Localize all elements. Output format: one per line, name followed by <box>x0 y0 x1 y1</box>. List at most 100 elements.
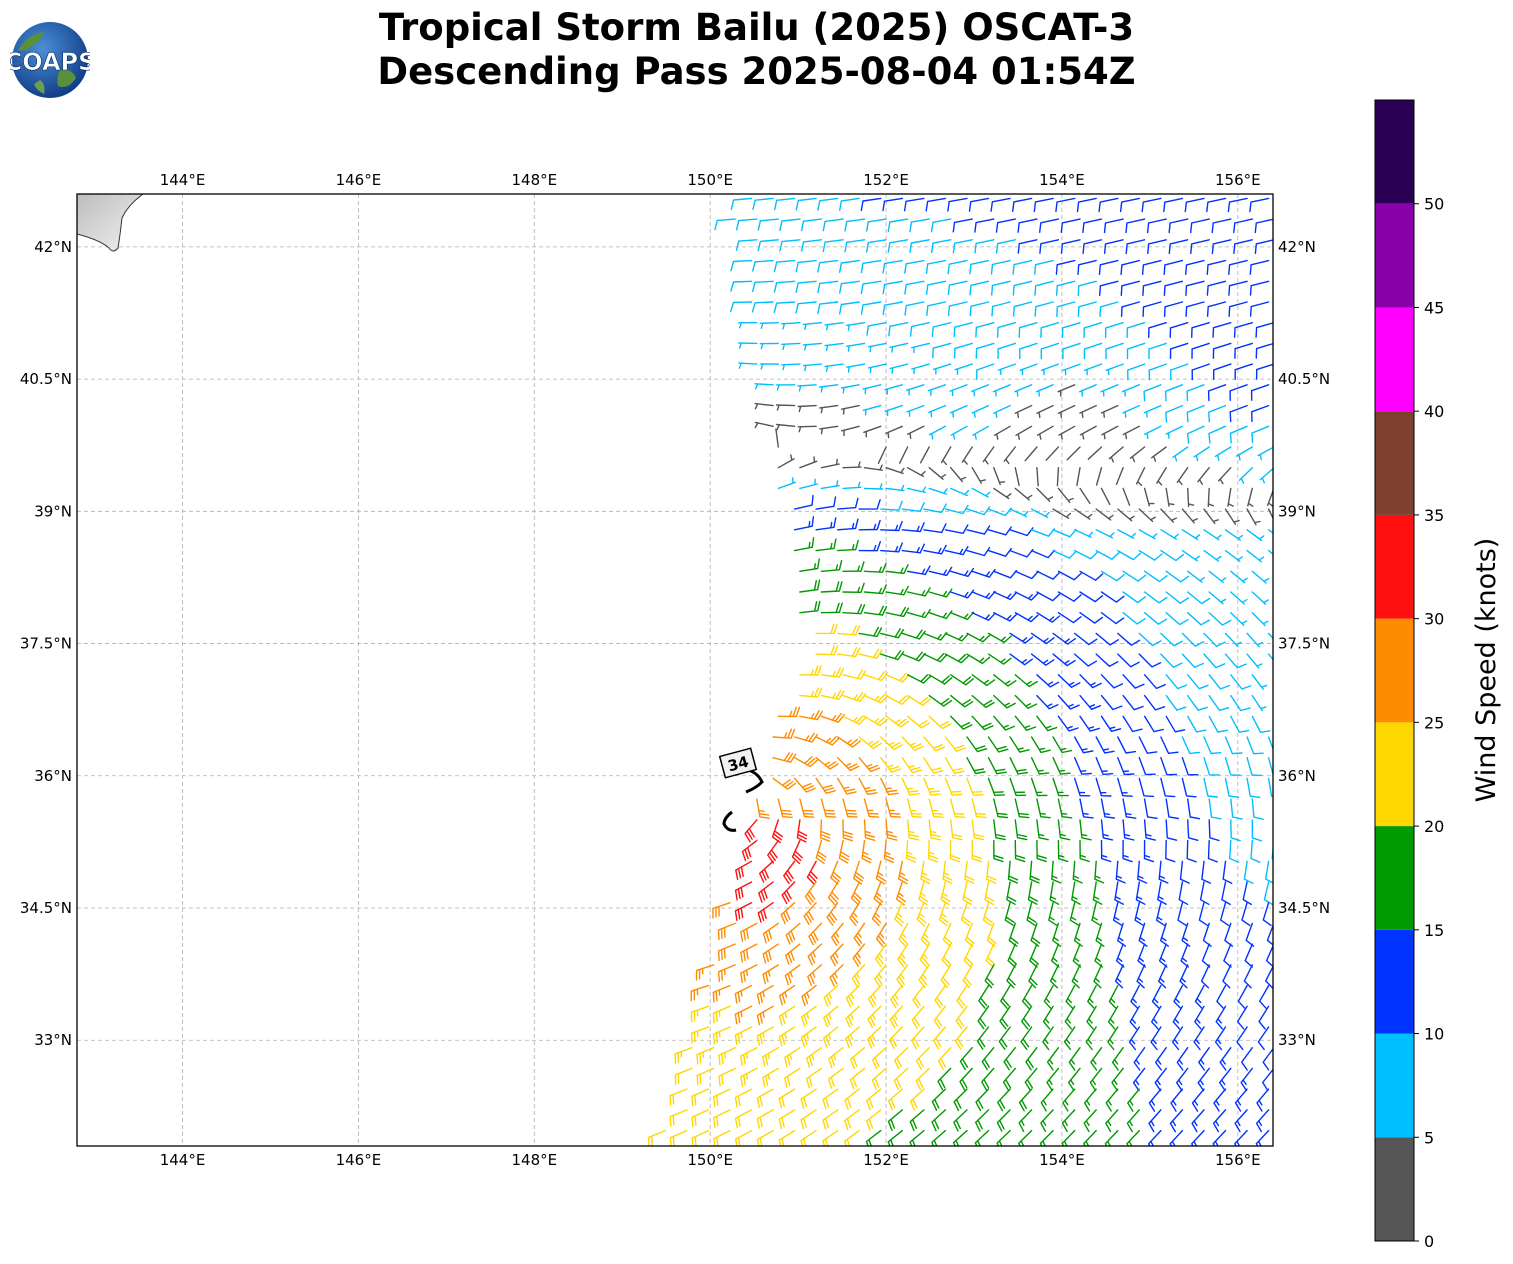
wind-barb <box>1208 591 1227 605</box>
wind-barb <box>801 1005 817 1027</box>
wind-barb <box>1018 1129 1033 1146</box>
wind-barb <box>966 777 984 796</box>
wind-barb <box>906 608 931 619</box>
wind-barb <box>690 984 710 1002</box>
wind-barb <box>752 197 774 211</box>
wind-barb <box>1052 777 1069 797</box>
wind-barb <box>1255 322 1273 338</box>
wind-barb <box>1212 342 1232 359</box>
wind-barb <box>819 425 839 435</box>
wind-barb <box>997 1088 1011 1112</box>
wind-barb <box>993 591 1018 601</box>
wind-barb <box>1030 508 1050 519</box>
wind-barb <box>1074 653 1098 667</box>
x-tick-bottom-4: 152°E <box>863 1151 909 1169</box>
wind-barb <box>793 732 818 743</box>
wind-barb <box>840 384 860 394</box>
wind-barb <box>953 322 973 338</box>
wind-barb <box>820 602 843 614</box>
wind-barb <box>759 363 779 370</box>
wind-barb <box>987 736 1009 753</box>
wind-barb <box>885 606 910 618</box>
wind-barb <box>779 984 796 1006</box>
wind-barb <box>842 819 853 842</box>
wind-barb <box>1181 529 1201 541</box>
wind-barb <box>863 483 884 490</box>
wind-barb <box>894 1047 909 1070</box>
wind-barb <box>950 425 968 440</box>
wind-barb <box>974 239 995 254</box>
wind-barb <box>1191 363 1210 381</box>
wind-barb <box>885 484 905 492</box>
wind-barb <box>1143 715 1164 733</box>
wind-barb <box>866 1088 882 1111</box>
wind-barb <box>1138 922 1148 947</box>
wind-barb <box>793 516 815 531</box>
wind-barb <box>1160 777 1176 798</box>
wind-barb <box>944 736 967 752</box>
wind-barb <box>1147 1129 1162 1146</box>
wind-barb <box>861 839 872 864</box>
wind-barb <box>849 902 860 926</box>
wind-barb <box>887 1109 903 1131</box>
wind-barb <box>1242 881 1252 906</box>
wind-barb <box>923 777 942 796</box>
wind-barb <box>920 860 931 885</box>
wind-barb <box>952 239 973 254</box>
wind-barb <box>897 943 909 968</box>
wind-barb <box>1246 529 1265 542</box>
wind-barb <box>1104 322 1124 339</box>
wind-barb <box>1274 592 1290 604</box>
wind-barb <box>837 647 861 658</box>
wind-barb <box>1267 653 1273 661</box>
wind-barb <box>1165 694 1187 711</box>
wind-barb <box>997 342 1016 359</box>
wind-barb <box>858 736 882 750</box>
wind-barb <box>999 1005 1011 1030</box>
wind-barb <box>830 943 844 967</box>
axis-ticks: 144°E 144°E 146°E 146°E 148°E 148°E 150°E 150°E… <box>20 171 1330 1169</box>
wind-barb <box>954 363 973 375</box>
wind-barb <box>1105 363 1124 376</box>
wind-barb <box>1233 239 1253 254</box>
wind-barb <box>1049 964 1060 989</box>
wind-barb <box>858 541 881 552</box>
wind-barb <box>695 964 715 981</box>
wind-barb <box>785 922 801 945</box>
wind-barb <box>907 425 925 439</box>
wind-barb <box>1208 694 1230 712</box>
wind-barb <box>863 798 880 818</box>
wind-barb <box>931 1129 947 1146</box>
wind-barb <box>1250 384 1270 401</box>
wind-barb <box>1229 404 1248 423</box>
colorbar-ticklabel-9: 45 <box>1424 298 1444 317</box>
wind-barb <box>1055 280 1076 296</box>
wind-barb <box>778 1088 796 1109</box>
wind-barb <box>1249 280 1270 296</box>
wind-barb <box>923 544 947 555</box>
wind-barb <box>817 259 839 273</box>
wind-barb <box>909 1109 925 1132</box>
wind-barb <box>975 342 995 359</box>
wind-barb <box>896 964 909 988</box>
wind-barb <box>971 384 990 397</box>
wind-barb <box>889 1005 903 1029</box>
wind-barb <box>822 1109 839 1130</box>
wind-barb <box>784 964 801 986</box>
wind-barb <box>987 653 1012 665</box>
wind-barb <box>1193 446 1210 462</box>
wind-barb <box>1181 922 1191 947</box>
wind-barb <box>1191 342 1210 359</box>
wind-barb <box>1095 653 1119 667</box>
wind-barb <box>953 1088 968 1112</box>
wind-barb <box>799 600 821 614</box>
colorbar-ticklabel-8: 40 <box>1424 402 1444 421</box>
wind-barb <box>849 1067 866 1090</box>
wind-barb <box>904 259 925 274</box>
wind-barb <box>1030 653 1055 666</box>
wind-barb <box>1247 487 1254 507</box>
wind-barb <box>1017 239 1038 254</box>
wind-barb <box>1125 239 1146 255</box>
wind-barb <box>909 322 930 337</box>
wind-barb <box>1259 467 1273 484</box>
